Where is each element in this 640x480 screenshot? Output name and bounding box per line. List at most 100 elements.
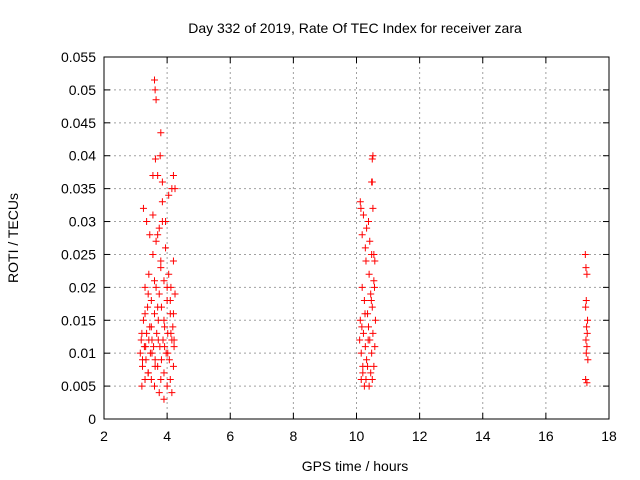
data-point: [165, 270, 173, 278]
data-point: [370, 283, 378, 291]
data-point: [582, 376, 590, 384]
data-point: [582, 297, 590, 305]
data-point: [163, 283, 171, 291]
data-point: [155, 290, 163, 298]
data-point: [356, 316, 364, 324]
data-point: [582, 336, 590, 344]
data-point: [139, 204, 147, 212]
data-point: [582, 264, 590, 272]
data-point: [169, 323, 177, 331]
data-point: [137, 336, 145, 344]
data-point: [371, 316, 379, 324]
y-tick-label: 0.04: [69, 148, 96, 164]
chart-title: Day 332 of 2019, Rate Of TEC Index for r…: [188, 20, 522, 36]
data-point: [162, 218, 170, 226]
data-point: [157, 264, 165, 272]
data-point: [144, 303, 152, 311]
data-point: [169, 310, 177, 318]
data-point: [152, 96, 160, 104]
data-point: [369, 329, 377, 337]
data-point: [168, 389, 176, 397]
data-point: [162, 244, 170, 252]
data-point: [160, 395, 168, 403]
data-point: [154, 336, 162, 344]
data-point: [366, 237, 374, 245]
grid: [104, 57, 609, 419]
data-point: [358, 231, 366, 239]
data-point: [171, 185, 179, 193]
data-point: [370, 277, 378, 285]
data-point: [368, 376, 376, 384]
data-point: [364, 218, 372, 226]
x-tick-label: 4: [163, 428, 171, 444]
x-tick-label: 18: [601, 428, 617, 444]
data-point: [361, 244, 369, 252]
data-point: [160, 277, 168, 285]
x-tick-label: 2: [100, 428, 108, 444]
data-point: [143, 218, 151, 226]
data-point: [584, 356, 592, 364]
data-point: [146, 231, 154, 239]
y-tick-label: 0.055: [61, 49, 96, 65]
data-point: [148, 349, 156, 357]
y-axis-label: ROTI / TECUs: [5, 193, 21, 283]
data-point: [365, 382, 373, 390]
data-point: [157, 356, 165, 364]
data-point: [141, 283, 149, 291]
data-point: [369, 152, 377, 160]
y-tick-label: 0.025: [61, 246, 96, 262]
data-point: [154, 231, 162, 239]
data-point: [161, 343, 169, 351]
data-point: [362, 376, 370, 384]
data-point: [151, 356, 159, 364]
data-point: [368, 178, 376, 186]
data-point: [157, 376, 165, 384]
data-point: [367, 369, 375, 377]
x-axis-label: GPS time / hours: [302, 458, 409, 474]
data-point: [166, 297, 174, 305]
data-point: [158, 178, 166, 186]
data-point: [139, 362, 147, 370]
data-point: [147, 376, 155, 384]
data-point: [151, 362, 159, 370]
data-point: [361, 343, 369, 351]
data-point: [584, 316, 592, 324]
data-point: [164, 349, 172, 357]
data-point: [371, 343, 379, 351]
data-point: [138, 329, 146, 337]
data-point: [147, 323, 155, 331]
data-point: [147, 297, 155, 305]
y-tick-label: 0.035: [61, 181, 96, 197]
data-point: [367, 297, 375, 305]
data-point: [371, 257, 379, 265]
y-tick-label: 0.005: [61, 378, 96, 394]
data-point: [364, 362, 372, 370]
data-point: [363, 224, 371, 232]
data-point: [370, 362, 378, 370]
data-point: [170, 336, 178, 344]
data-point: [149, 211, 157, 219]
y-tick-label: 0.05: [69, 82, 96, 98]
data-point: [361, 310, 369, 318]
data-point: [357, 349, 365, 357]
data-point: [153, 329, 161, 337]
data-point: [357, 204, 365, 212]
x-tick-label: 12: [412, 428, 428, 444]
data-point: [141, 310, 149, 318]
data-point: [364, 336, 372, 344]
data-point: [368, 349, 376, 357]
data-point: [359, 369, 367, 377]
data-point: [151, 155, 159, 163]
data-point: [155, 224, 163, 232]
data-point: [141, 376, 149, 384]
data-point: [368, 303, 376, 311]
data-point: [583, 323, 591, 331]
data-point: [356, 198, 364, 206]
y-tick-label: 0.02: [69, 279, 96, 295]
data-point: [142, 343, 150, 351]
data-point: [157, 129, 165, 137]
x-tick-label: 6: [226, 428, 234, 444]
data-point: [358, 323, 366, 331]
data-point: [583, 329, 591, 337]
